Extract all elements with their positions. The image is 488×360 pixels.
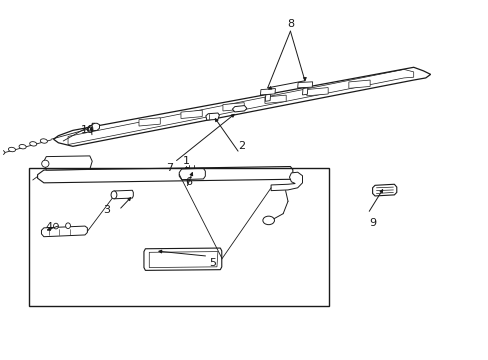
Ellipse shape <box>111 191 117 199</box>
Bar <box>29 168 328 306</box>
Ellipse shape <box>53 223 58 229</box>
Polygon shape <box>270 172 302 191</box>
Ellipse shape <box>8 147 16 152</box>
Ellipse shape <box>19 144 26 149</box>
Polygon shape <box>232 105 246 112</box>
Text: 8: 8 <box>286 19 293 29</box>
Text: 4: 4 <box>45 222 52 232</box>
Polygon shape <box>139 118 160 126</box>
Ellipse shape <box>41 160 49 167</box>
Polygon shape <box>38 167 292 183</box>
Text: 6: 6 <box>185 177 192 187</box>
Polygon shape <box>297 82 312 88</box>
Polygon shape <box>179 168 205 180</box>
Polygon shape <box>264 95 285 103</box>
Text: 2: 2 <box>238 141 245 151</box>
Text: 1: 1 <box>183 156 190 166</box>
Polygon shape <box>143 248 222 270</box>
Polygon shape <box>265 94 270 101</box>
Ellipse shape <box>0 150 5 154</box>
Text: 10: 10 <box>80 125 94 135</box>
Polygon shape <box>44 156 92 170</box>
Ellipse shape <box>65 223 70 229</box>
Ellipse shape <box>30 141 37 146</box>
Polygon shape <box>87 123 99 131</box>
Ellipse shape <box>40 139 47 143</box>
Text: 7: 7 <box>165 163 173 172</box>
Polygon shape <box>53 67 430 146</box>
Text: 3: 3 <box>103 205 110 215</box>
Polygon shape <box>205 113 219 120</box>
Polygon shape <box>348 80 369 88</box>
Polygon shape <box>302 88 307 95</box>
Polygon shape <box>114 190 133 199</box>
Polygon shape <box>41 226 87 237</box>
Polygon shape <box>181 110 202 118</box>
Polygon shape <box>223 103 244 111</box>
Text: 9: 9 <box>368 217 375 228</box>
Polygon shape <box>372 184 396 196</box>
Circle shape <box>263 216 274 225</box>
Text: 5: 5 <box>209 258 216 268</box>
Polygon shape <box>260 89 275 95</box>
Polygon shape <box>306 87 327 96</box>
